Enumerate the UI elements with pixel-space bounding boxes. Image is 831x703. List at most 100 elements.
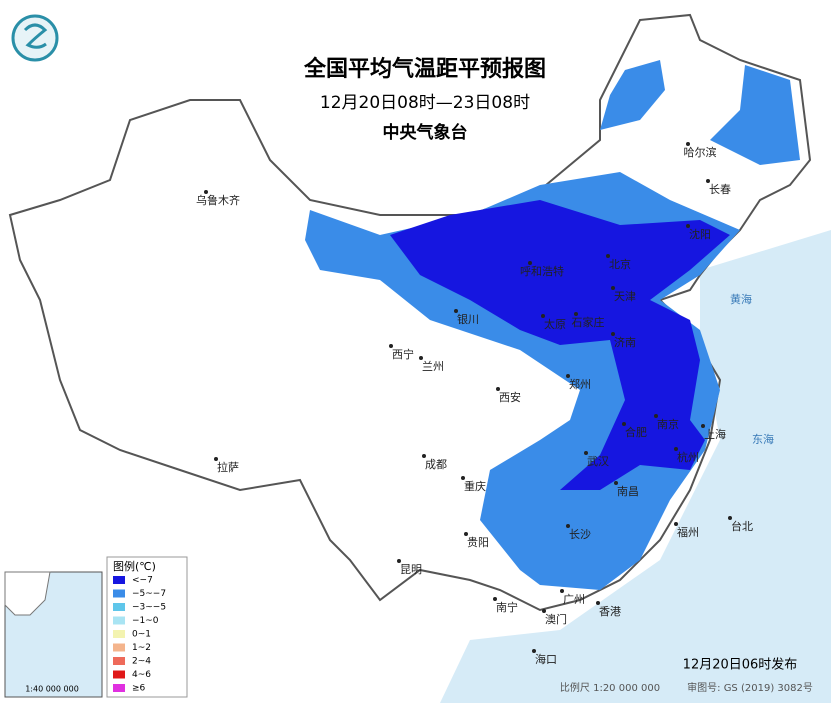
city-dot (654, 414, 658, 418)
city-label: 昆明 (400, 563, 422, 576)
city-dot (389, 344, 393, 348)
legend-swatch (113, 576, 125, 584)
subtitle: 12月20日08时—23日08时 (320, 93, 530, 113)
legend-swatch (113, 616, 125, 625)
city-label: 海口 (535, 652, 557, 666)
scale: 比例尺 1:20 000 000 (560, 681, 660, 694)
city-dot (566, 374, 570, 378)
city-label: 杭州 (677, 450, 699, 464)
legend-label: 1~2 (132, 643, 151, 653)
city-dot (541, 314, 545, 318)
region-minus5to7-north (600, 60, 665, 130)
city-dot (614, 481, 618, 485)
title: 全国平均气温距平预报图 (303, 56, 546, 82)
legend-swatch (113, 670, 125, 679)
city-label: 武汉 (587, 455, 609, 468)
city-dot (686, 224, 690, 228)
city-dot (528, 261, 532, 265)
city-dot (419, 356, 423, 360)
city-dot (611, 332, 615, 336)
legend-label: −1~0 (132, 616, 159, 626)
city-label: 郑州 (569, 377, 591, 391)
legend-label: −3~−5 (132, 603, 166, 613)
city-dot (204, 190, 208, 194)
city-dot (606, 254, 610, 258)
legend-title: 图例(℃) (113, 559, 156, 573)
legend-swatch (113, 630, 125, 638)
city-label: 重庆 (464, 479, 486, 493)
city-label: 上海 (704, 427, 726, 441)
city-label: 南昌 (617, 485, 639, 498)
city-label: 合肥 (625, 425, 647, 439)
city-label: 石家庄 (572, 315, 605, 329)
legend-swatch (113, 657, 125, 665)
legend-swatch (113, 684, 125, 692)
city-dot (496, 387, 500, 391)
issuer: 中央气象台 (383, 122, 468, 143)
city-label: 长沙 (569, 528, 591, 541)
city-label: 台北 (731, 519, 753, 533)
inset-land (4, 571, 51, 616)
city-label: 银川 (457, 312, 479, 326)
city-dot (701, 424, 705, 428)
city-dot (566, 524, 570, 528)
city-dot (686, 142, 690, 146)
city-dot (728, 516, 732, 520)
city-dot (706, 179, 710, 183)
city-dot (397, 559, 401, 563)
logo-mark (23, 23, 48, 49)
region-minus5to7-northeast (710, 65, 800, 165)
city-label: 沈阳 (689, 227, 711, 241)
review-number: 审图号: GS (2019) 3082号 (687, 681, 813, 694)
region-below-minus7 (390, 200, 730, 490)
city-label: 福州 (677, 525, 699, 539)
issued-time: 12月20日06时发布 (683, 657, 798, 673)
city-dot (461, 476, 465, 480)
inset-scale: 1:40 000 000 (25, 685, 79, 694)
city-label: 太原 (544, 318, 566, 331)
city-dot (493, 597, 497, 601)
legend: <−7 −5~−7 −3~−5 −1~0 0~1 1~2 2~4 4~6 ≥6 (113, 576, 166, 694)
legend-swatch (113, 603, 125, 611)
city-label: 西宁 (392, 347, 414, 361)
city-label: 拉萨 (217, 460, 239, 474)
legend-label: <−7 (132, 576, 153, 586)
city-dot (674, 522, 678, 526)
city-label: 济南 (614, 335, 636, 349)
city-dot (542, 609, 546, 613)
city-dot (574, 312, 578, 316)
city-dot (214, 457, 218, 461)
city-label: 长春 (709, 183, 731, 196)
legend-swatch (113, 589, 125, 598)
city-label: 呼和浩特 (520, 264, 564, 278)
sea-label: 黄海 (730, 292, 752, 306)
city-label: 乌鲁木齐 (196, 193, 240, 207)
city-label: 澳门 (545, 612, 567, 626)
city-label: 兰州 (422, 360, 444, 373)
city-label: 北京 (609, 257, 631, 271)
legend-swatch (113, 643, 125, 652)
city-dot (454, 309, 458, 313)
city-dot (584, 451, 588, 455)
city-label: 香港 (599, 605, 621, 618)
sea (440, 230, 831, 703)
city-dot (674, 447, 678, 451)
city-label: 西安 (499, 390, 521, 404)
city-dot (611, 286, 615, 290)
legend-label: 4~6 (132, 670, 151, 680)
city-dot (622, 422, 626, 426)
city-label: 成都 (425, 458, 447, 471)
city-label: 天津 (614, 290, 636, 303)
city-label: 南京 (657, 417, 679, 431)
legend-label: −5~−7 (132, 589, 166, 599)
city-dot (560, 589, 564, 593)
city-label: 贵阳 (467, 536, 489, 549)
city-dot (422, 454, 426, 458)
city-dot (532, 649, 536, 653)
city-label: 南宁 (496, 600, 518, 614)
legend-label: 2~4 (132, 657, 151, 667)
city-label: 哈尔滨 (684, 145, 717, 159)
sea-label: 东海 (752, 432, 774, 446)
